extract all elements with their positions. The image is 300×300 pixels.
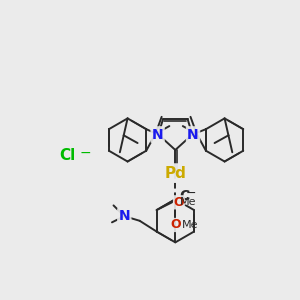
Text: C: C (179, 189, 189, 203)
Text: O: O (170, 218, 181, 232)
Text: −: − (186, 187, 196, 200)
Text: O: O (174, 196, 184, 209)
Text: N: N (152, 128, 164, 142)
Text: Me: Me (180, 197, 196, 207)
Text: −: − (80, 146, 92, 160)
Text: Pd: Pd (164, 166, 186, 181)
Text: Me: Me (182, 220, 198, 230)
Text: Cl: Cl (59, 148, 76, 163)
Text: N: N (118, 209, 130, 223)
Text: N: N (187, 128, 199, 142)
